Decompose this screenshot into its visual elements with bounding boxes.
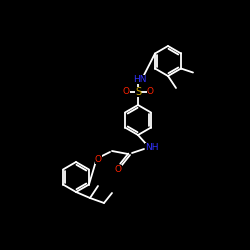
- Text: O: O: [114, 164, 121, 173]
- Text: S: S: [135, 87, 141, 97]
- Text: HN: HN: [133, 74, 147, 84]
- Text: O: O: [94, 154, 102, 164]
- Text: NH: NH: [145, 142, 159, 152]
- Text: O: O: [122, 88, 130, 96]
- Text: O: O: [146, 88, 154, 96]
